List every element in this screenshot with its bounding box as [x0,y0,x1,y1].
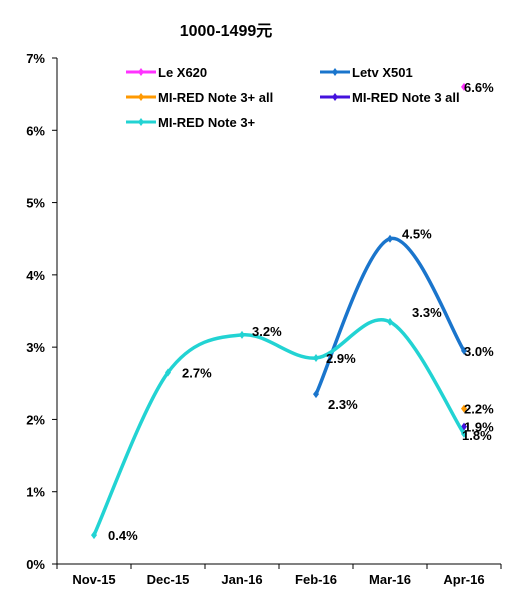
data-point [461,404,467,413]
data-point [461,429,467,438]
data-label: 2.3% [328,397,358,412]
y-tick-label: 7% [26,51,45,66]
y-tick-label: 6% [26,123,45,138]
data-point [461,82,467,91]
legend-label: MI-RED Note 3+ [158,115,256,130]
data-label: 3.0% [464,344,494,359]
x-tick-label: Nov-15 [72,572,115,587]
data-point [313,390,319,399]
legend-label: Le X620 [158,65,207,80]
legend-label: MI-RED Note 3 all [352,90,460,105]
data-label: 6.6% [464,80,494,95]
data-label: 1.8% [462,428,492,443]
x-tick-label: Feb-16 [295,572,337,587]
y-tick-label: 4% [26,268,45,283]
chart-title: 1000-1499元 [180,23,273,40]
legend-item: MI-RED Note 3 all [320,90,460,105]
legend-item: Letv X501 [320,65,413,80]
legend-item: Le X620 [126,65,207,80]
axes: 0% 1% 2% 3% 4% 5% 6% 7% Nov-15 Dec-15 Jan-16 Feb-16… [26,51,502,587]
data-label: 4.5% [402,227,432,242]
x-tick-label: Apr-16 [443,572,484,587]
legend-marker [332,93,338,101]
series-line [92,318,466,537]
data-label: 3.2% [252,324,282,339]
legend: Le X620 Letv X501 MI-RED Note 3+ all MI-RED… [126,65,460,130]
y-tick-label: 3% [26,340,45,355]
legend-item: MI-RED Note 3+ [126,115,256,130]
data-point [387,234,393,243]
data-label: 2.9% [326,351,356,366]
legend-label: MI-RED Note 3+ all [158,90,273,105]
data-labels: 6.6% 2.3% 4.5% 3.0% 2.2% 1.9% 0.4% 2.7% 3.2% 2.9%… [108,80,494,543]
y-tick-label: 1% [26,485,45,500]
x-tick-label: Mar-16 [369,572,411,587]
y-tick-label: 5% [26,196,45,211]
x-tick-label: Jan-16 [221,572,262,587]
y-tick-label: 2% [26,412,45,427]
x-tick-label: Dec-15 [147,572,190,587]
legend-item: MI-RED Note 3+ all [126,90,273,105]
legend-label: Letv X501 [352,65,413,80]
data-point [165,368,171,377]
legend-marker [332,68,338,76]
series-layer [91,82,467,540]
data-point [387,317,393,326]
data-point [91,531,97,540]
y-tick-label: 0% [26,557,45,572]
data-label: 1.9% [464,420,494,435]
legend-marker [138,93,144,101]
data-point [239,330,245,339]
data-label: 0.4% [108,528,138,543]
legend-marker [138,118,144,126]
data-point [313,353,319,362]
legend-marker [138,68,144,76]
data-label: 3.3% [412,305,442,320]
data-label: 2.2% [464,402,494,417]
data-label: 2.7% [182,365,212,380]
data-point [461,346,467,355]
series-line [314,236,466,396]
